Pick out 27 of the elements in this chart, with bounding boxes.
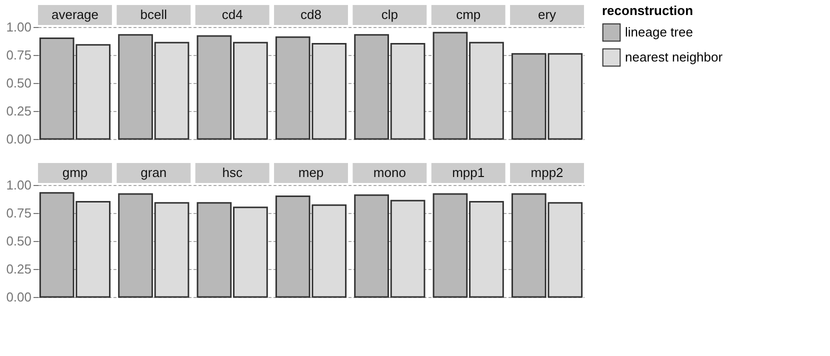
y-tick-label: 0.50 [6,76,32,90]
x-tick-label: cmp [456,7,481,22]
y-tick-label: 0.25 [6,104,32,118]
x-tick-label: mono [373,165,406,180]
x-tick-label: ery [538,7,557,22]
y-tick-label: 0.25 [6,262,32,276]
x-tick-label: average [51,7,98,22]
y-tick-label: 0.50 [6,234,32,248]
legend-title: reconstruction [602,3,694,18]
y-tick-label: 0.00 [6,290,32,304]
x-tick-label: hsc [222,165,243,180]
x-tick-label: bcell [140,7,168,22]
x-tick-label: clp [381,7,398,22]
legend-label: nearest neighbor [625,50,724,64]
legend-label: lineage tree [625,24,693,40]
x-tick-label: gmp [62,165,88,180]
x-tick-label: mep [298,165,324,180]
x-tick-label: mpp2 [530,165,564,180]
y-tick-label: 0.00 [6,132,32,146]
x-tick-label: mpp1 [452,165,485,180]
y-tick-label: 1.00 [6,20,32,34]
x-tick-label: cd4 [222,7,243,22]
y-tick-label: 0.75 [6,48,32,62]
y-tick-label: 1.00 [6,178,32,192]
x-tick-label: cd8 [300,7,322,22]
x-tick-label: gran [140,165,167,180]
y-tick-label: 0.75 [6,206,32,220]
